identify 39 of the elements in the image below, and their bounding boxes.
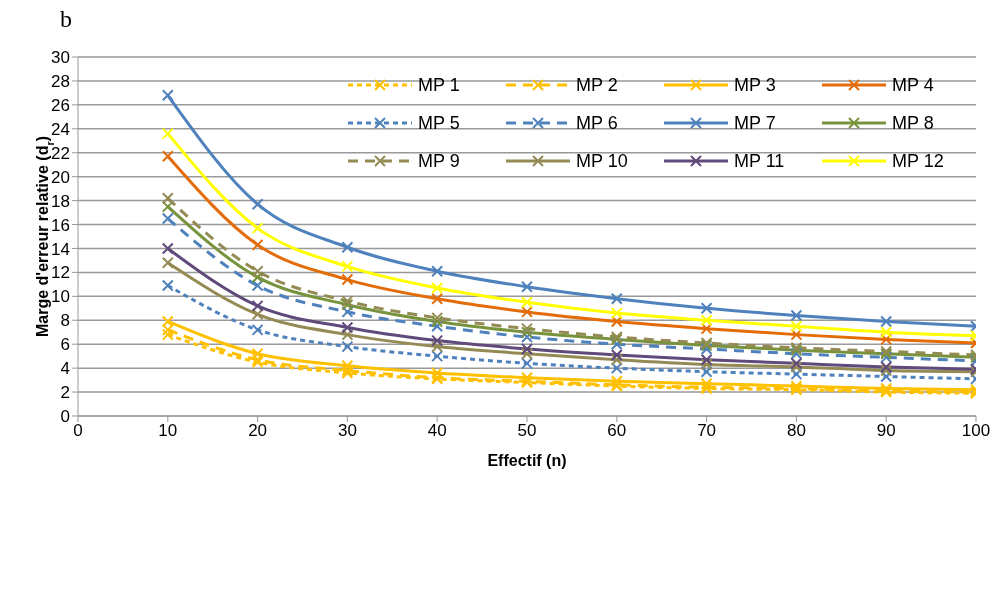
y-tick-label: 28	[51, 71, 70, 91]
x-tick-label: 90	[876, 421, 896, 441]
legend-label: MP 9	[418, 150, 460, 172]
y-tick-label: 4	[60, 359, 70, 379]
x-tick-label: 50	[517, 421, 537, 441]
x-tick-label: 10	[158, 421, 178, 441]
x-axis-title: Effectif (n)	[487, 452, 567, 469]
legend-label: MP 2	[576, 74, 618, 96]
x-tick-label: 0	[73, 421, 83, 441]
legend-label: MP 3	[734, 74, 776, 96]
y-tick-label: 2	[60, 383, 70, 403]
legend-label: MP 7	[734, 112, 776, 134]
y-tick-label: 24	[51, 119, 70, 139]
legend-label: MP 11	[734, 150, 785, 172]
x-tick-label: 70	[697, 421, 717, 441]
y-tick-label: 6	[60, 335, 70, 355]
y-tick-label: 30	[51, 48, 70, 68]
y-tick-label: 12	[51, 263, 70, 283]
x-tick-label: 40	[427, 421, 447, 441]
y-tick-label: 8	[60, 311, 70, 331]
y-tick-label: 18	[51, 191, 70, 211]
legend-label: MP 8	[892, 112, 934, 134]
legend-label: MP 6	[576, 112, 618, 134]
x-tick-label: 80	[786, 421, 806, 441]
y-tick-label: 16	[51, 215, 70, 235]
legend-label: MP 1	[418, 74, 460, 96]
legend-label: MP 10	[576, 150, 628, 172]
x-tick-label: 30	[337, 421, 357, 441]
legend-label: MP 12	[892, 150, 944, 172]
y-tick-label: 20	[51, 167, 70, 187]
chart-title: b	[60, 6, 72, 33]
x-tick-label: 60	[607, 421, 627, 441]
y-tick-label: 14	[51, 239, 70, 259]
legend-label: MP 4	[892, 74, 934, 96]
x-tick-label: 100	[961, 421, 991, 441]
y-tick-label: 26	[51, 95, 70, 115]
legend-label: MP 5	[418, 112, 460, 134]
y-tick-label: 0	[60, 407, 70, 427]
x-tick-label: 20	[248, 421, 268, 441]
